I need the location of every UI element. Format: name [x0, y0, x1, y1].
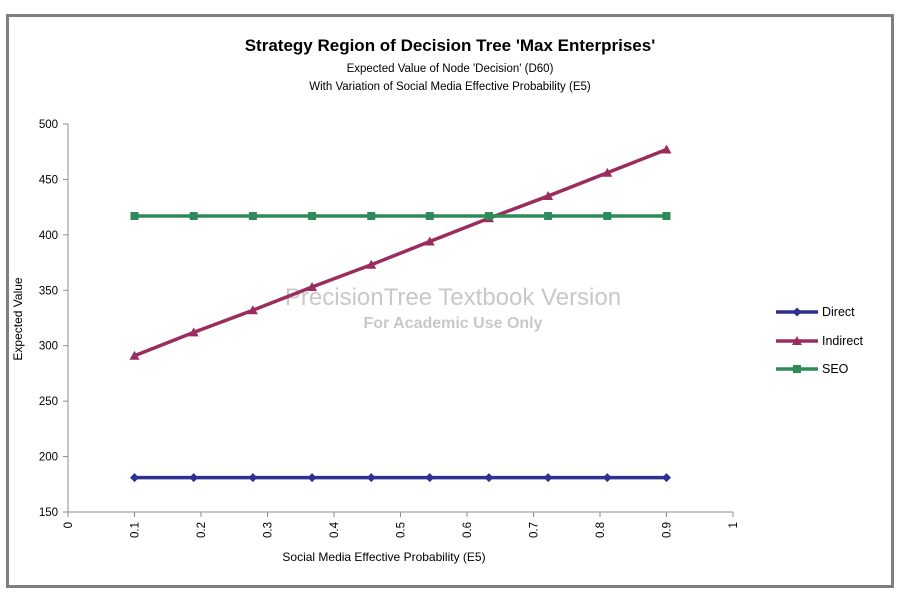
- chart-subtitle-1: Expected Value of Node 'Decision' (D60): [347, 63, 554, 75]
- axes: 150 200 250 300 350 400 450 500 0 0.1 0.2 0.3 0.4 0.5…: [39, 119, 740, 538]
- series-direct-point: [602, 473, 612, 483]
- watermark-line-1: PrecisionTree Textbook Version: [285, 284, 621, 311]
- x-axis-title: Social Media Effective Probability (E5): [282, 550, 485, 564]
- series-indirect-point: [602, 167, 613, 177]
- y-tick-label: 200: [39, 452, 58, 464]
- series-seo-point: [544, 212, 553, 221]
- series-direct-point: [189, 473, 199, 483]
- series-indirect-line: [133, 147, 668, 358]
- x-tick-label: 0.1: [130, 522, 142, 538]
- series-direct-point: [484, 473, 494, 483]
- chart-subtitle-2: With Variation of Social Media Effective…: [309, 81, 591, 93]
- legend-item-direct: Direct: [776, 305, 855, 319]
- x-tick-label: 0: [63, 522, 75, 528]
- y-tick-label: 350: [39, 285, 58, 297]
- series-direct-point: [543, 473, 553, 483]
- x-tick-label: 1: [728, 522, 740, 528]
- legend: Direct Indirect SEO: [776, 305, 864, 376]
- series-seo-point: [662, 212, 671, 221]
- x-tick-label: 0.5: [396, 522, 408, 538]
- legend-label: SEO: [822, 362, 849, 376]
- chart-title: Strategy Region of Decision Tree 'Max En…: [245, 36, 656, 55]
- x-tick-label: 0.2: [196, 522, 208, 538]
- series-direct-point: [662, 473, 671, 483]
- series-indirect: [129, 144, 672, 360]
- series-indirect-point: [129, 350, 140, 360]
- x-tick-label: 0.7: [529, 522, 541, 538]
- legend-marker: [793, 365, 801, 373]
- legend-label: Direct: [822, 305, 855, 319]
- legend-marker: [792, 307, 802, 317]
- legend-item-indirect: Indirect: [776, 334, 864, 348]
- series-seo-point: [425, 212, 434, 221]
- series-indirect-point: [307, 281, 318, 291]
- y-tick-label: 450: [39, 174, 58, 186]
- x-tick-label: 0.8: [595, 522, 607, 538]
- x-tick-label: 0.9: [662, 522, 674, 538]
- series-indirect-point: [247, 305, 258, 315]
- series-seo: [130, 212, 671, 221]
- watermark-line-2: For Academic Use Only: [363, 315, 542, 332]
- series-indirect-point: [661, 144, 672, 154]
- series-layer: [129, 144, 672, 483]
- series-indirect-point: [188, 327, 199, 337]
- series-direct-point: [307, 473, 317, 483]
- y-tick-label: 500: [39, 119, 58, 131]
- series-indirect-point: [543, 191, 554, 201]
- series-seo-point: [367, 212, 376, 221]
- series-seo-point: [308, 212, 317, 221]
- y-tick-label: 250: [39, 396, 58, 408]
- series-direct-point: [366, 473, 376, 483]
- series-seo-point: [248, 212, 257, 221]
- x-tick-label: 0.3: [263, 522, 275, 538]
- legend-marker: [792, 336, 802, 345]
- x-tick-label: 0.6: [462, 522, 474, 538]
- chart-frame: [6, 14, 894, 588]
- y-tick-label: 150: [39, 507, 58, 519]
- series-direct-point: [130, 473, 139, 483]
- series-direct-point: [425, 473, 435, 483]
- series-seo-point: [603, 212, 612, 221]
- y-axis-title: Expected Value: [11, 277, 25, 360]
- y-tick-label: 300: [39, 341, 58, 353]
- series-direct: [130, 473, 671, 483]
- series-seo-point: [484, 212, 493, 221]
- series-seo-point: [189, 212, 198, 221]
- series-indirect-point: [424, 236, 435, 246]
- series-seo-point: [130, 212, 139, 221]
- legend-item-seo: SEO: [776, 362, 849, 376]
- x-tick-label: 0.4: [329, 521, 341, 538]
- series-direct-point: [248, 473, 258, 483]
- legend-label: Indirect: [822, 334, 864, 348]
- y-tick-label: 400: [39, 230, 58, 242]
- series-indirect-point: [366, 259, 377, 269]
